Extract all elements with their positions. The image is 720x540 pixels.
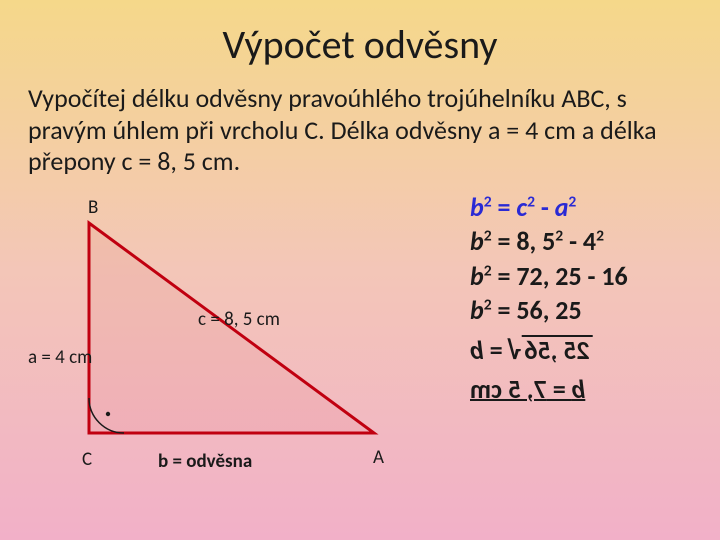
page-title: Výpočet odvěsny bbox=[28, 20, 692, 69]
side-a-label: a = 4 cm bbox=[28, 346, 92, 369]
eq1-b2: 2 bbox=[484, 193, 492, 212]
eq6-eq: = bbox=[547, 373, 572, 405]
equations-block: b2 = c2 - a2 b2 = 8, 52 - 42 b2 = 72, 25… bbox=[398, 188, 628, 478]
eq2-s2: 2 bbox=[596, 227, 604, 246]
eq1-a: a bbox=[555, 191, 569, 223]
eq5-eq: = bbox=[484, 334, 509, 366]
side-b-label: b = odvěsna bbox=[158, 450, 252, 473]
eq2-b2: 2 bbox=[484, 227, 492, 246]
vertex-a-label: A bbox=[373, 446, 384, 469]
eq1-eq: = bbox=[492, 191, 517, 223]
eq-step4: b2 = 56, 25 bbox=[470, 293, 628, 327]
eq6-val: 7, 5 cm bbox=[470, 373, 547, 405]
vertex-c-label: C bbox=[82, 448, 92, 471]
eq1-a2: 2 bbox=[568, 193, 576, 212]
eq3-b2: 2 bbox=[484, 261, 492, 280]
eq1-min: - bbox=[535, 191, 555, 223]
eq2-r1: = 8, 5 bbox=[492, 225, 556, 257]
eq-step3: b2 = 72, 25 - 16 bbox=[470, 259, 628, 293]
eq5-sqrt: √ bbox=[508, 334, 521, 366]
eq5-b: b bbox=[470, 334, 484, 366]
eq4-b2: 2 bbox=[484, 295, 492, 314]
right-angle-dot bbox=[106, 412, 110, 416]
eq2-b: b bbox=[470, 225, 484, 257]
eq1-b: b bbox=[470, 191, 484, 223]
side-c-label: c = 8, 5 cm bbox=[198, 308, 280, 331]
problem-prompt: Vypočítej délku odvěsny pravoúhlého troj… bbox=[28, 83, 692, 178]
eq3-r: = 72, 25 - 16 bbox=[492, 260, 628, 292]
eq1-c: c bbox=[516, 191, 527, 223]
eq2-m: - 4 bbox=[563, 225, 596, 257]
eq-step2: b2 = 8, 52 - 42 bbox=[470, 224, 628, 258]
eq-formula: b2 = c2 - a2 bbox=[470, 190, 628, 224]
eq4-r: = 56, 25 bbox=[492, 294, 582, 326]
triangle-diagram: B c = 8, 5 cm a = 4 cm C A b = odvěsna bbox=[28, 188, 398, 478]
eq4-b: b bbox=[470, 294, 484, 326]
eq1-c2: 2 bbox=[527, 193, 535, 212]
eq-result: b = 7, 5 cm bbox=[470, 372, 628, 406]
vertex-b-label: B bbox=[88, 196, 98, 219]
eq-step5: b = √56, 25 bbox=[470, 333, 628, 367]
eq6-b: b bbox=[572, 373, 586, 405]
eq5-rad: 56, 25 bbox=[521, 335, 592, 363]
eq3-b: b bbox=[470, 260, 484, 292]
